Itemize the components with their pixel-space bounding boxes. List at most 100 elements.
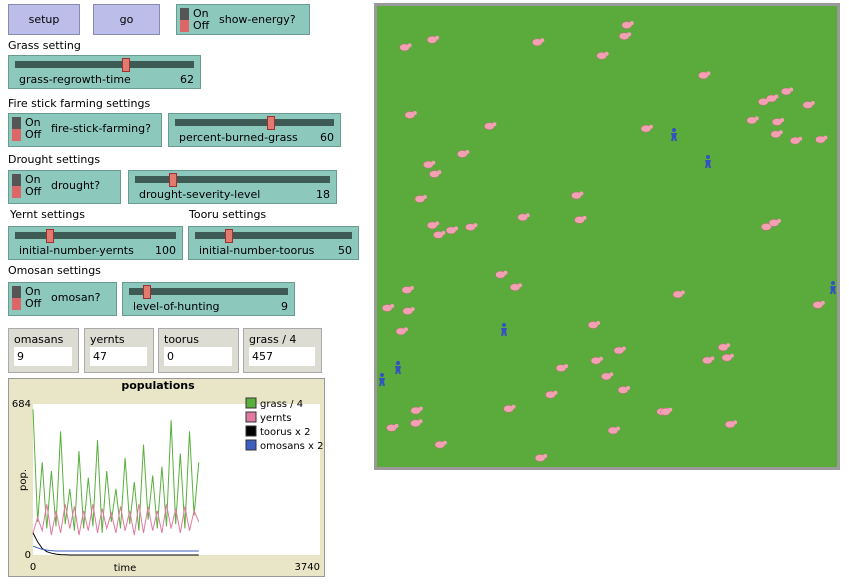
yernt (484, 122, 497, 130)
omosan-body (671, 133, 677, 141)
slider-value: 9 (281, 300, 288, 313)
switch-label: drought? (51, 179, 101, 192)
yernt-head (649, 124, 653, 129)
series-line (32, 545, 199, 552)
section-label: Grass setting (8, 39, 81, 52)
switch[interactable]: On Off fire-stick-farming? (8, 113, 162, 147)
yernt (702, 356, 715, 365)
yernt-head (553, 390, 558, 395)
yernt (724, 420, 738, 429)
slider-handle (46, 229, 54, 243)
yernt (617, 386, 631, 394)
yernt (465, 223, 478, 231)
yernt-head (778, 130, 783, 135)
slider[interactable]: level-of-hunting 9 (122, 282, 295, 316)
yernt (399, 43, 412, 52)
slider-label: drought-severity-level (139, 188, 261, 201)
slider[interactable]: initial-number-toorus 50 (188, 226, 359, 260)
omosan (395, 361, 401, 374)
slider[interactable]: percent-burned-grass 60 (168, 113, 341, 147)
yernt-head (820, 300, 825, 305)
yernt-head (454, 226, 459, 231)
yernt (534, 454, 548, 462)
legend-swatch (245, 425, 257, 437)
slider-handle (266, 116, 275, 130)
switch-off: Off (25, 128, 42, 141)
plot-title: populations (121, 379, 195, 392)
switch[interactable]: On Off drought? (8, 170, 121, 204)
yernt-head (582, 215, 587, 220)
yernt-head (726, 343, 731, 348)
yernt-head (629, 21, 634, 26)
omosan-body (395, 366, 401, 374)
series-line (32, 409, 200, 533)
yernt-head (810, 101, 815, 105)
yernt (395, 327, 408, 336)
yernt (789, 136, 803, 145)
yernt (717, 343, 731, 352)
slider[interactable]: drought-severity-level 18 (128, 170, 337, 204)
section-label: Drought settings (8, 153, 101, 166)
yernt (746, 116, 759, 125)
yernt (640, 124, 653, 133)
go-button[interactable]: go (93, 4, 160, 35)
yernt-head (394, 423, 399, 428)
slider-track (129, 288, 288, 295)
yernt-head (492, 122, 497, 127)
slider[interactable]: grass-regrowth-time 62 (8, 55, 201, 89)
slider[interactable]: initial-number-yernts 100 (8, 226, 183, 260)
yernt (509, 283, 523, 291)
yernt (434, 440, 447, 449)
yernt-head (409, 286, 414, 290)
yernt (802, 101, 815, 109)
yernt-head (437, 170, 442, 175)
plot: populations time pop. 0 684 0 3740 grass / 4… (8, 378, 325, 577)
switch[interactable]: On Off show-energy? (176, 4, 310, 35)
slider-track (15, 61, 194, 68)
omosan-body (705, 160, 711, 168)
y-tick-label: 684 (12, 399, 31, 410)
switch-on: On (25, 173, 41, 186)
slider-label: initial-number-yernts (19, 244, 134, 257)
yernt-head (789, 87, 794, 92)
yernt (423, 160, 436, 169)
yernt (545, 390, 558, 399)
x-tick-label: 3740 (295, 562, 320, 573)
setup-button[interactable]: setup (8, 4, 80, 35)
grass-background (377, 6, 837, 467)
omosan-body (830, 286, 836, 294)
yernt (770, 130, 783, 139)
omosan-head (831, 281, 835, 285)
yernt (758, 97, 771, 106)
switch-on: On (193, 7, 209, 20)
monitor: toorus 0 (158, 328, 239, 373)
monitor-value: 0 (164, 347, 232, 366)
yernt (721, 353, 734, 362)
yernt-head (596, 321, 601, 325)
yernt (381, 304, 395, 312)
omosan (705, 155, 711, 168)
yernt-head (465, 150, 470, 154)
yernt (621, 21, 634, 29)
switch-on: On (25, 116, 41, 129)
switch[interactable]: On Off omosan? (8, 282, 117, 316)
yernt (410, 419, 423, 428)
section-label: Omosan settings (8, 264, 101, 277)
yernt-head (435, 35, 440, 40)
yernt-head (680, 290, 685, 295)
monitor: omasans 9 (8, 328, 79, 373)
yernt-head (410, 307, 415, 312)
slider-value: 62 (180, 73, 194, 86)
section-label: Tooru settings (189, 208, 267, 221)
legend-label: toorus x 2 (260, 427, 310, 438)
series-line (32, 504, 200, 536)
yernt-head (733, 420, 738, 425)
switch-off: Off (193, 19, 210, 32)
yernt-head (579, 191, 584, 196)
yernt-head (621, 346, 626, 351)
yernt-head (503, 270, 508, 275)
legend-label: grass / 4 (260, 399, 303, 410)
monitor: grass / 4 457 (243, 328, 322, 373)
omosan (830, 281, 836, 294)
slider-label: initial-number-toorus (199, 244, 315, 257)
